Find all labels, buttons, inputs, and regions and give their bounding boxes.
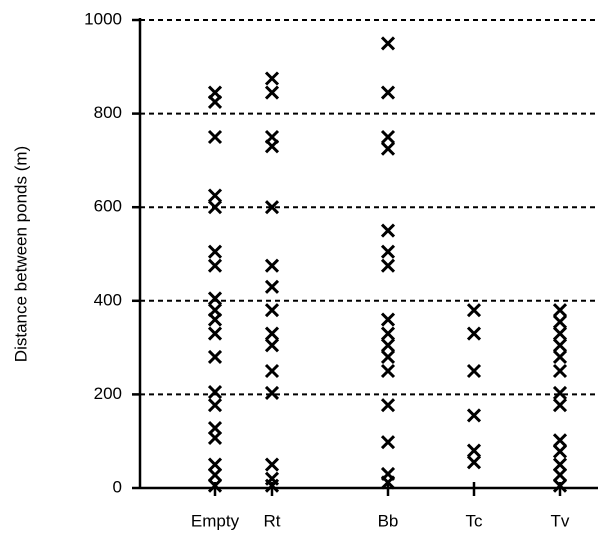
marker — [380, 244, 396, 259]
marker — [207, 384, 223, 400]
marker — [552, 349, 568, 365]
marker — [380, 141, 396, 156]
marker — [552, 338, 568, 353]
marker — [264, 85, 280, 100]
marker — [380, 475, 396, 490]
marker — [207, 467, 223, 482]
marker — [552, 444, 568, 459]
marker — [380, 363, 396, 379]
marker — [380, 258, 396, 273]
x-tick-label: Empty — [191, 511, 240, 530]
marker — [207, 188, 223, 203]
marker — [264, 200, 280, 215]
marker — [380, 326, 396, 341]
marker — [380, 338, 396, 353]
y-tick-label: 0 — [113, 477, 122, 496]
marker — [380, 435, 396, 450]
marker — [264, 385, 280, 401]
marker — [552, 467, 568, 482]
marker — [207, 398, 223, 413]
marker — [207, 349, 223, 365]
marker — [207, 326, 223, 341]
marker — [264, 478, 280, 493]
marker — [264, 71, 280, 86]
marker — [264, 139, 280, 154]
marker — [552, 478, 568, 493]
marker — [264, 363, 280, 379]
x-tick-label: Bb — [378, 511, 399, 530]
marker — [207, 200, 223, 215]
y-tick-label: 1000 — [84, 9, 122, 28]
marker — [380, 398, 396, 413]
marker — [380, 312, 396, 327]
marker — [207, 312, 223, 327]
marker — [207, 478, 223, 493]
marker — [552, 326, 568, 341]
marker — [207, 129, 223, 145]
marker — [264, 279, 280, 294]
marker — [380, 223, 396, 238]
marker — [264, 457, 280, 472]
y-tick-label: 600 — [94, 197, 122, 216]
marker — [552, 303, 568, 318]
marker — [466, 326, 482, 341]
marker — [264, 326, 280, 341]
marker — [207, 291, 223, 306]
marker — [207, 430, 223, 445]
marker — [466, 303, 482, 318]
marker — [552, 314, 568, 329]
marker — [466, 363, 482, 379]
marker — [264, 338, 280, 353]
marker — [264, 258, 280, 273]
marker — [207, 457, 223, 472]
x-tick-label: Rt — [264, 511, 281, 530]
y-tick-label: 200 — [94, 384, 122, 403]
marker — [380, 129, 396, 145]
x-tick-label: Tc — [466, 511, 484, 530]
marker — [264, 303, 280, 318]
x-tick-label: Tv — [551, 511, 570, 530]
marker — [466, 443, 482, 458]
marker — [380, 349, 396, 365]
y-tick-label: 400 — [94, 290, 122, 309]
marker — [552, 457, 568, 472]
marker — [552, 398, 568, 413]
marker — [207, 258, 223, 273]
y-tick-label: 800 — [94, 103, 122, 122]
marker — [207, 244, 223, 259]
marker — [466, 408, 482, 423]
marker — [207, 94, 223, 109]
marker — [466, 455, 482, 470]
marker — [552, 433, 568, 448]
marker — [552, 363, 568, 379]
marker — [380, 36, 396, 51]
marker — [380, 85, 396, 100]
y-axis-label: Distance between ponds (m) — [11, 146, 30, 362]
marker — [552, 385, 568, 401]
